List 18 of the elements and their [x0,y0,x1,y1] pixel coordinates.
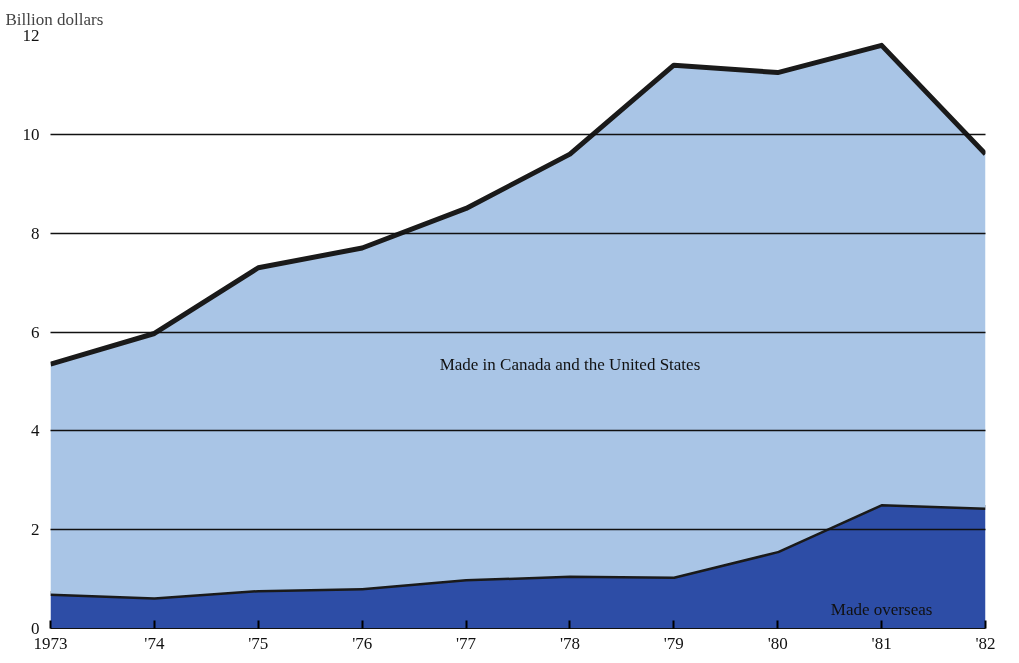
y-tick-label: 2 [31,520,40,540]
x-tick-label: '82 [975,633,996,653]
x-tick-label: '80 [767,633,788,653]
y-tick-label: 4 [31,421,40,441]
series-label: Made overseas [830,600,933,620]
x-tick-label: '75 [248,633,269,653]
y-axis-title: Billion dollars [5,9,104,29]
y-tick-label: 6 [31,322,40,342]
x-tick-label: '74 [144,633,165,653]
y-tick-label: 12 [22,26,40,45]
x-tick-label: '78 [559,633,580,653]
series-label: Made in Canada and the United States [439,355,701,375]
y-tick-label: 10 [22,124,40,144]
y-tick-label: 8 [31,223,40,243]
x-tick-label: '81 [871,633,892,653]
x-tick-label: '79 [663,633,684,653]
x-tick-label: '76 [352,633,373,653]
x-tick-label: '77 [456,633,477,653]
